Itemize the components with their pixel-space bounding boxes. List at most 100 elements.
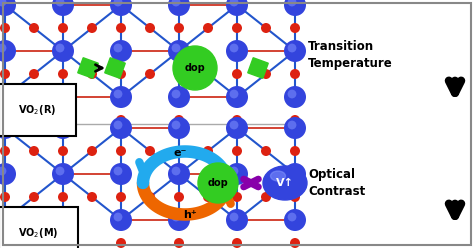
Circle shape — [203, 146, 213, 156]
Circle shape — [232, 238, 242, 248]
Circle shape — [145, 23, 155, 33]
Circle shape — [0, 213, 7, 221]
Circle shape — [226, 117, 248, 139]
Circle shape — [116, 192, 126, 202]
Circle shape — [284, 117, 306, 139]
Circle shape — [114, 213, 122, 221]
Circle shape — [284, 209, 306, 231]
Circle shape — [52, 117, 74, 139]
Circle shape — [0, 0, 16, 16]
Circle shape — [0, 167, 7, 175]
Circle shape — [87, 23, 97, 33]
Circle shape — [58, 23, 68, 33]
Circle shape — [226, 40, 248, 62]
Circle shape — [290, 23, 300, 33]
Circle shape — [0, 86, 16, 108]
Circle shape — [116, 0, 126, 10]
Circle shape — [229, 0, 238, 6]
Circle shape — [145, 192, 155, 202]
Circle shape — [0, 121, 7, 129]
Circle shape — [284, 86, 306, 108]
Polygon shape — [248, 58, 268, 78]
Circle shape — [55, 121, 64, 129]
Text: Optical
Contrast: Optical Contrast — [308, 168, 365, 198]
Circle shape — [52, 163, 74, 185]
Circle shape — [174, 0, 184, 10]
Circle shape — [114, 90, 122, 98]
Circle shape — [87, 146, 97, 156]
Circle shape — [290, 115, 300, 125]
Circle shape — [0, 69, 10, 79]
Circle shape — [58, 123, 68, 133]
Text: V↑: V↑ — [276, 178, 294, 188]
Circle shape — [0, 115, 10, 125]
Circle shape — [229, 167, 238, 175]
Circle shape — [226, 0, 248, 16]
Circle shape — [0, 192, 10, 202]
Circle shape — [58, 69, 68, 79]
Circle shape — [284, 0, 306, 16]
Text: Transition
Temperature: Transition Temperature — [308, 40, 393, 70]
Circle shape — [0, 209, 16, 231]
Text: VO$_2$(R): VO$_2$(R) — [18, 103, 56, 117]
Circle shape — [0, 44, 7, 52]
Circle shape — [229, 121, 238, 129]
Circle shape — [52, 86, 74, 108]
Circle shape — [198, 163, 238, 203]
Circle shape — [174, 69, 184, 79]
Circle shape — [0, 163, 16, 185]
Circle shape — [288, 90, 296, 98]
Circle shape — [261, 69, 271, 79]
Circle shape — [203, 69, 213, 79]
Circle shape — [29, 192, 39, 202]
Circle shape — [226, 86, 248, 108]
Circle shape — [55, 44, 64, 52]
Circle shape — [145, 146, 155, 156]
Circle shape — [288, 44, 296, 52]
Circle shape — [168, 163, 190, 185]
Text: dop: dop — [185, 63, 205, 73]
Circle shape — [232, 69, 242, 79]
Circle shape — [261, 146, 271, 156]
Circle shape — [87, 69, 97, 79]
Circle shape — [55, 90, 64, 98]
Circle shape — [0, 40, 16, 62]
Circle shape — [116, 123, 126, 133]
Circle shape — [232, 192, 242, 202]
Circle shape — [110, 117, 132, 139]
Circle shape — [58, 192, 68, 202]
Circle shape — [172, 44, 181, 52]
Circle shape — [0, 23, 10, 33]
Circle shape — [232, 23, 242, 33]
Circle shape — [29, 23, 39, 33]
Circle shape — [0, 117, 16, 139]
Circle shape — [55, 167, 64, 175]
Circle shape — [0, 0, 10, 10]
Circle shape — [145, 69, 155, 79]
Circle shape — [174, 115, 184, 125]
Circle shape — [232, 123, 242, 133]
Text: dop: dop — [208, 178, 228, 188]
Circle shape — [203, 23, 213, 33]
Circle shape — [174, 23, 184, 33]
Circle shape — [174, 192, 184, 202]
Circle shape — [116, 23, 126, 33]
Circle shape — [174, 146, 184, 156]
Circle shape — [116, 238, 126, 248]
Circle shape — [55, 213, 64, 221]
Circle shape — [172, 213, 181, 221]
Circle shape — [229, 44, 238, 52]
Circle shape — [110, 163, 132, 185]
Text: h⁺: h⁺ — [183, 210, 197, 220]
Circle shape — [226, 209, 248, 231]
Circle shape — [116, 115, 126, 125]
Circle shape — [116, 146, 126, 156]
Circle shape — [174, 123, 184, 133]
Circle shape — [52, 40, 74, 62]
Circle shape — [168, 40, 190, 62]
Circle shape — [114, 167, 122, 175]
Circle shape — [52, 0, 74, 16]
Ellipse shape — [271, 171, 285, 181]
Polygon shape — [78, 58, 98, 78]
Circle shape — [0, 0, 7, 6]
